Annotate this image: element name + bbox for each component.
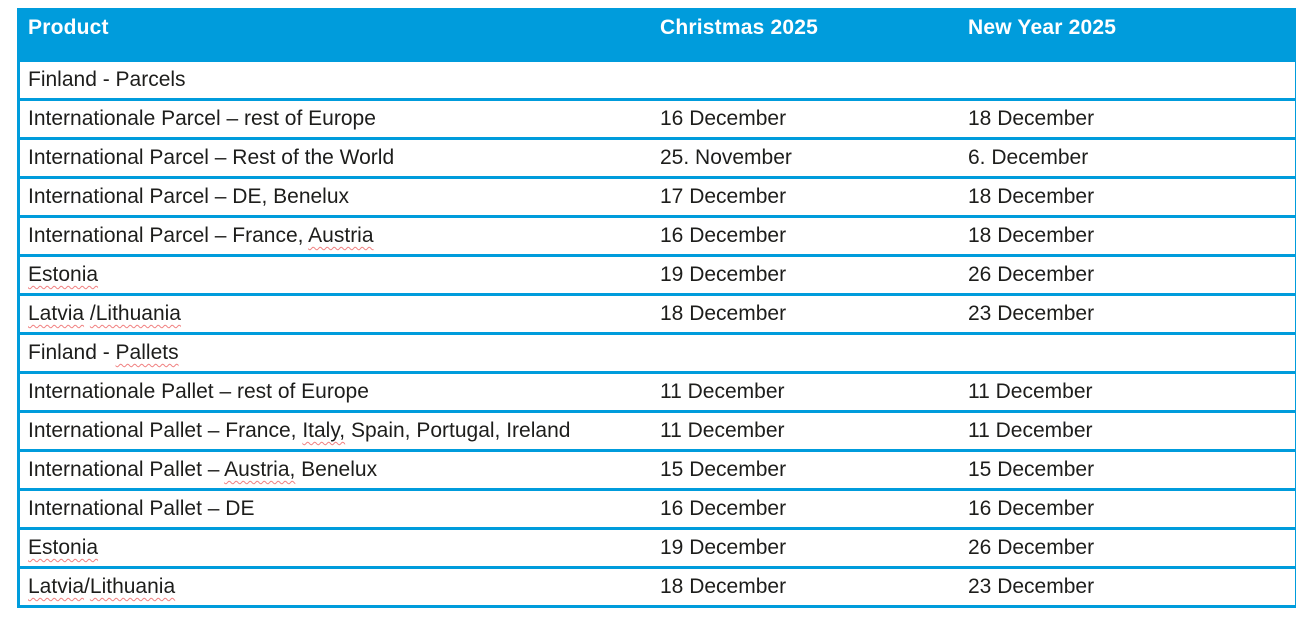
newyear-cell — [958, 62, 1295, 98]
misspelled-word: Lithuania — [89, 575, 176, 598]
product-cell: International Pallet – Austria, Benelux — [20, 449, 650, 488]
christmas-cell: 18 December — [650, 566, 958, 605]
product-cell: Latvia /Lithuania — [20, 293, 650, 332]
misspelled-word: Austria, — [224, 458, 296, 481]
newyear-cell: 23 December — [958, 293, 1295, 332]
newyear-cell: 11 December — [958, 410, 1295, 449]
table-row: International Parcel – Rest of the World… — [20, 137, 1295, 176]
table-row: International Parcel – France, Austria 16… — [20, 215, 1295, 254]
misspelled-word: Austria — [308, 224, 374, 247]
christmas-cell: 25. November — [650, 137, 958, 176]
table-row: International Pallet – Austria, Benelux 1… — [20, 449, 1295, 488]
christmas-cell: 16 December — [650, 98, 958, 137]
newyear-cell: 18 December — [958, 98, 1295, 137]
christmas-cell: 18 December — [650, 293, 958, 332]
table-body: Finland - Parcels Internationale Parcel –… — [20, 62, 1295, 605]
newyear-cell — [958, 332, 1295, 371]
header-row: Product Christmas 2025 New Year 2025 — [20, 8, 1295, 62]
newyear-cell: 6. December — [958, 137, 1295, 176]
table-row: Latvia /Lithuania 18 December 23 December — [20, 293, 1295, 332]
christmas-cell: 16 December — [650, 488, 958, 527]
product-cell: International Parcel – Rest of the World — [20, 137, 650, 176]
product-cell: International Parcel – France, Austria — [20, 215, 650, 254]
newyear-cell: 15 December — [958, 449, 1295, 488]
table-row: Internationale Parcel – rest of Europe 16… — [20, 98, 1295, 137]
misspelled-word: /Lithuania — [89, 302, 181, 325]
misspelled-word: Latvia — [28, 302, 85, 325]
misspelled-word: Pallets — [115, 341, 179, 364]
table-row: International Parcel – DE, Benelux 17 Dec… — [20, 176, 1295, 215]
product-cell: Estonia — [20, 527, 650, 566]
newyear-cell: 16 December — [958, 488, 1295, 527]
shipping-deadlines-table: Product Christmas 2025 New Year 2025 Fin… — [17, 8, 1296, 608]
product-cell: Finland - Pallets — [20, 332, 650, 371]
table-row: Internationale Pallet – rest of Europe 11… — [20, 371, 1295, 410]
christmas-cell — [650, 332, 958, 371]
misspelled-word: Estonia — [28, 263, 99, 286]
newyear-cell: 23 December — [958, 566, 1295, 605]
newyear-cell: 11 December — [958, 371, 1295, 410]
newyear-cell: 18 December — [958, 215, 1295, 254]
table-row: International Pallet – DE 16 December 16 D… — [20, 488, 1295, 527]
table-row: International Pallet – France, Italy, Sp… — [20, 410, 1295, 449]
newyear-cell: 26 December — [958, 527, 1295, 566]
christmas-cell: 19 December — [650, 254, 958, 293]
section-row: Finland - Parcels — [20, 62, 1295, 98]
table-row: Estonia 19 December 26 December — [20, 527, 1295, 566]
column-header-product: Product — [20, 8, 650, 62]
newyear-cell: 18 December — [958, 176, 1295, 215]
product-cell: Internationale Parcel – rest of Europe — [20, 98, 650, 137]
table-row: Estonia 19 December 26 December — [20, 254, 1295, 293]
misspelled-word: Italy, — [302, 419, 346, 442]
column-header-new-year-2025: New Year 2025 — [958, 8, 1295, 62]
misspelled-word: Latvia — [28, 575, 85, 598]
column-header-christmas-2025: Christmas 2025 — [650, 8, 958, 62]
christmas-cell — [650, 62, 958, 98]
christmas-cell: 15 December — [650, 449, 958, 488]
christmas-cell: 11 December — [650, 410, 958, 449]
christmas-cell: 16 December — [650, 215, 958, 254]
product-cell: Finland - Parcels — [28, 68, 186, 91]
product-cell: Latvia/Lithuania — [20, 566, 650, 605]
table-row: Latvia/Lithuania 18 December 23 December — [20, 566, 1295, 605]
product-cell: International Pallet – France, Italy, Sp… — [20, 410, 650, 449]
product-cell: International Pallet – DE — [20, 488, 650, 527]
product-cell: Internationale Pallet – rest of Europe — [20, 371, 650, 410]
section-row: Finland - Pallets — [20, 332, 1295, 371]
christmas-cell: 11 December — [650, 371, 958, 410]
product-cell: International Parcel – DE, Benelux — [20, 176, 650, 215]
product-cell: Estonia — [20, 254, 650, 293]
misspelled-word: Estonia — [28, 536, 99, 559]
newyear-cell: 26 December — [958, 254, 1295, 293]
christmas-cell: 19 December — [650, 527, 958, 566]
christmas-cell: 17 December — [650, 176, 958, 215]
